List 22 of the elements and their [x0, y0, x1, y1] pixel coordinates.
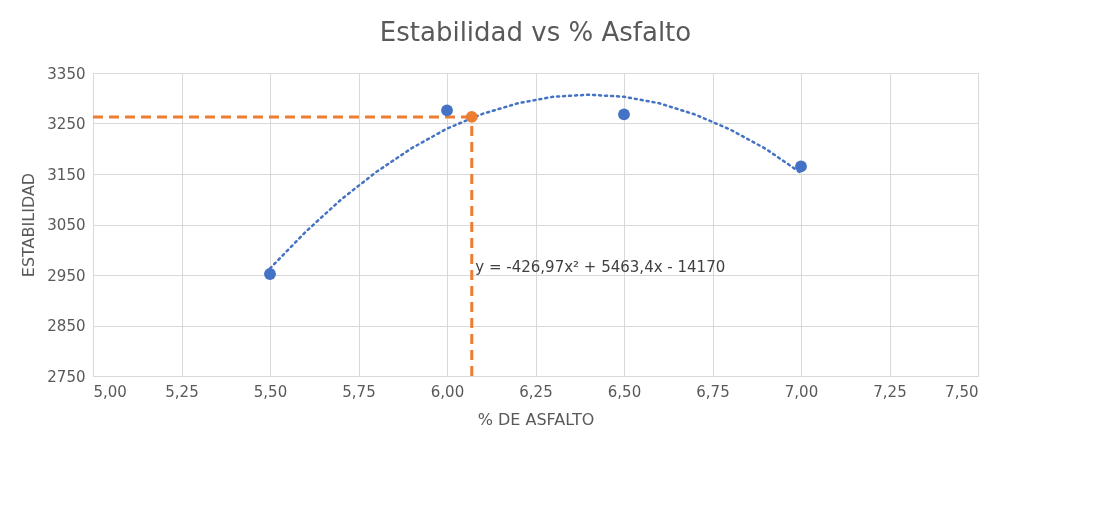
x-axis-title: % DE ASFALTO	[477, 409, 595, 429]
y-axis-title: ESTABILIDAD	[19, 172, 39, 278]
y-tick-label: 2850	[47, 317, 86, 335]
x-tick-label: 7,25	[873, 382, 907, 401]
x-tick-label: 5,00	[93, 382, 127, 401]
y-tick-label: 3350	[47, 64, 86, 83]
x-tick-label: 6,00	[430, 382, 465, 401]
x-tick-label: 7,50	[945, 382, 979, 401]
chart-title: Estabilidad vs % Asfalto	[379, 17, 692, 47]
x-tick-label: 7,00	[784, 382, 819, 401]
x-tick-label: 5,25	[165, 382, 199, 401]
x-tick-label: 6,75	[696, 382, 730, 401]
y-tick-label: 3150	[47, 165, 86, 184]
x-tick-label: 5,50	[253, 382, 288, 401]
y-tick-label: 3050	[47, 216, 86, 234]
x-tick-label: 5,75	[342, 382, 376, 401]
y-tick-label: 2950	[47, 266, 86, 285]
x-tick-label: 6,25	[519, 382, 553, 401]
annotation: y = -426,97x² + 5463,4x - 14170	[475, 258, 726, 277]
x-tick-label: 6,50	[607, 382, 642, 401]
y-tick-label: 3250	[47, 115, 86, 133]
y-tick-label: 2750	[47, 367, 86, 386]
